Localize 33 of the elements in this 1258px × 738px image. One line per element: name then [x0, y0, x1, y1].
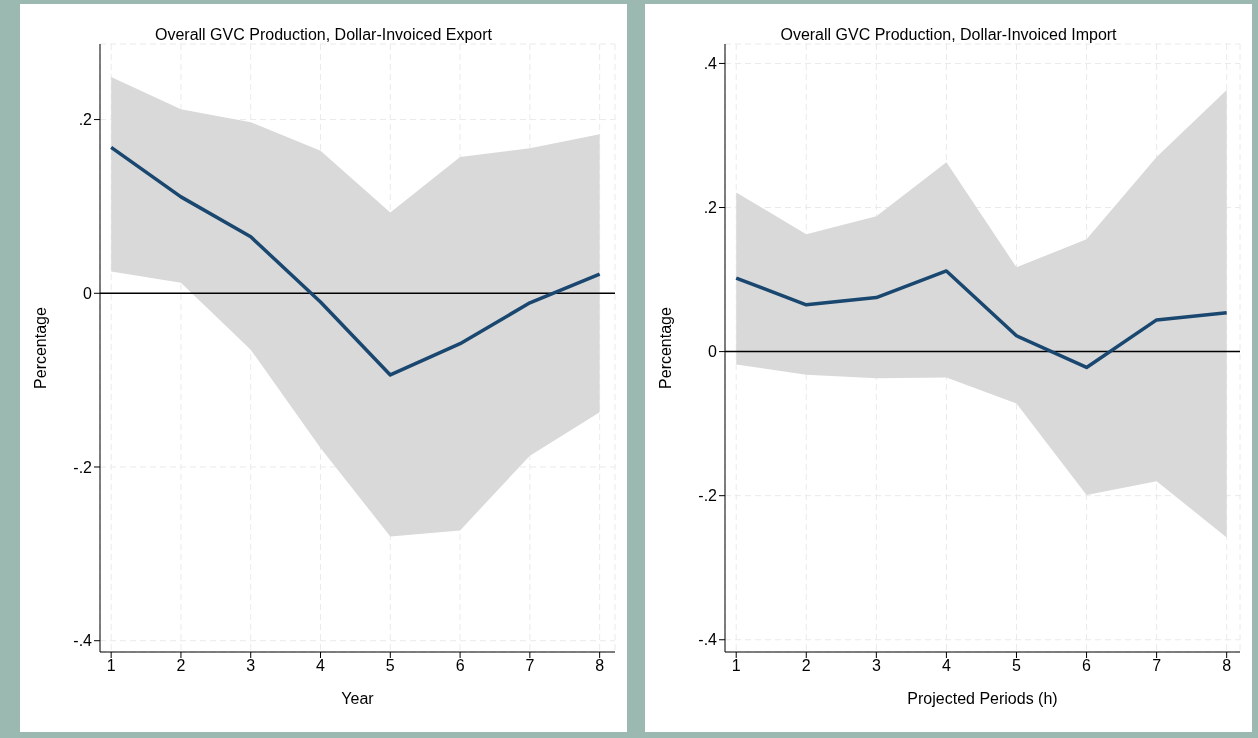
y-axis-title: Percentage — [31, 306, 49, 389]
x-tick-label: 5 — [385, 657, 395, 675]
x-tick-label: 3 — [871, 657, 881, 675]
x-tick-label: 1 — [106, 657, 116, 675]
x-tick-label: 5 — [1012, 657, 1022, 675]
x-tick-label: 4 — [316, 657, 326, 675]
y-tick-label: 0 — [708, 343, 718, 361]
line-series — [734, 269, 1229, 370]
y-tick-label: 0 — [83, 284, 93, 302]
y-tick-label: .2 — [78, 111, 93, 129]
y-axis-title: Percentage — [656, 306, 674, 389]
line-series — [109, 145, 602, 377]
x-axis-title: Year — [341, 690, 375, 707]
y-tick-label: .2 — [703, 199, 718, 217]
x-tick-label: 3 — [246, 657, 256, 675]
x-tick-label: 2 — [801, 657, 811, 675]
chart-title: Overall GVC Production, Dollar-Invoiced Export — [154, 26, 493, 44]
y-tick-label: -.4 — [73, 632, 93, 650]
x-tick-label: 8 — [1222, 657, 1232, 675]
x-tick-label: 1 — [731, 657, 741, 675]
x-tick-label: 6 — [455, 657, 465, 675]
x-tick-label: 6 — [1082, 657, 1092, 675]
x-tick-label: 7 — [525, 657, 535, 675]
x-tick-label: 7 — [1152, 657, 1162, 675]
y-tick-label: -.4 — [698, 631, 718, 649]
chart-title: Overall GVC Production, Dollar-Invoiced Import — [779, 26, 1118, 44]
y-tick-label: -.2 — [73, 458, 93, 476]
y-tick-label: -.2 — [698, 487, 718, 505]
x-axis-title: Projected Periods (h) — [907, 690, 1058, 707]
x-tick-label: 8 — [595, 657, 605, 675]
y-tick-label: .4 — [703, 55, 718, 73]
x-tick-label: 4 — [941, 657, 951, 675]
x-tick-label: 2 — [176, 657, 186, 675]
